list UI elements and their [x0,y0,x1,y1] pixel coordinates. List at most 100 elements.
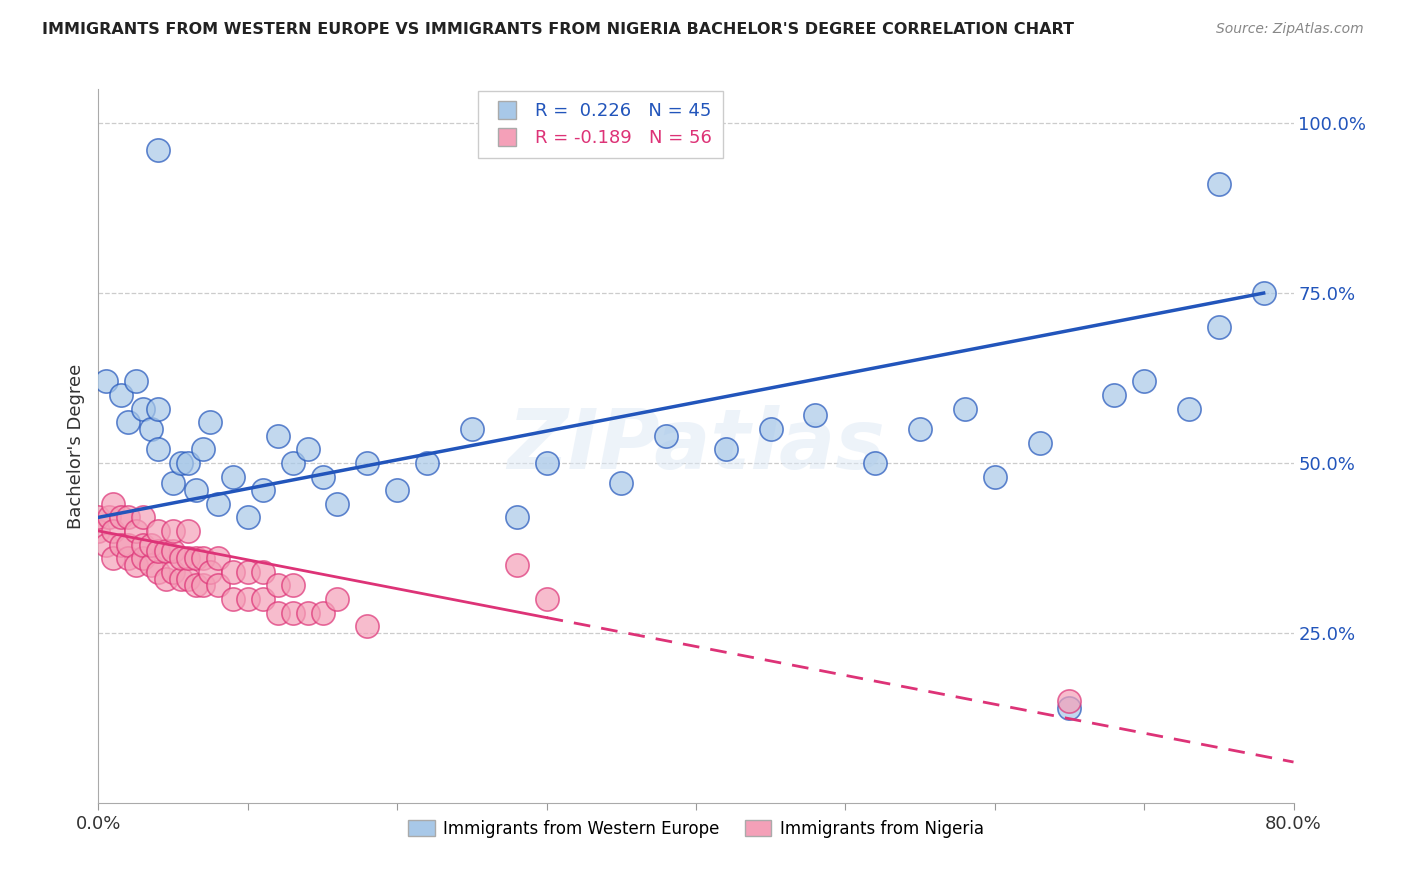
Point [1253,286,1275,301]
Point [1133,375,1156,389]
Point [536,456,558,470]
Point [908,422,931,436]
Point [297,606,319,620]
Point [117,551,139,566]
Point [200,415,222,429]
Point [148,565,170,579]
Y-axis label: Bachelor's Degree: Bachelor's Degree [66,363,84,529]
Point [110,510,132,524]
Point [536,591,558,606]
Point [132,510,155,524]
Point [326,591,349,606]
Point [177,572,200,586]
Point [1104,388,1126,402]
Point [162,565,184,579]
Point [132,537,155,551]
Text: Source: ZipAtlas.com: Source: ZipAtlas.com [1216,22,1364,37]
Point [148,401,170,416]
Point [1059,700,1081,714]
Point [169,456,191,470]
Point [1208,320,1230,334]
Point [87,524,110,538]
Point [184,578,207,592]
Point [252,565,274,579]
Point [148,544,170,558]
Point [148,524,170,538]
Point [139,537,162,551]
Point [177,456,200,470]
Point [162,524,184,538]
Point [155,544,177,558]
Point [281,456,304,470]
Point [222,565,245,579]
Point [311,469,333,483]
Point [155,572,177,586]
Point [177,551,200,566]
Point [236,510,259,524]
Point [461,422,484,436]
Point [132,401,155,416]
Point [236,591,259,606]
Point [117,537,139,551]
Point [865,456,887,470]
Point [184,483,207,498]
Point [162,476,184,491]
Point [97,510,120,524]
Point [177,524,200,538]
Point [162,544,184,558]
Point [125,558,148,572]
Point [117,510,139,524]
Point [139,558,162,572]
Point [207,497,229,511]
Point [953,401,976,416]
Point [94,537,117,551]
Point [311,606,333,620]
Text: ZIPatlas: ZIPatlas [508,406,884,486]
Point [169,551,191,566]
Point [1178,401,1201,416]
Point [804,409,827,423]
Point [297,442,319,457]
Point [207,551,229,566]
Point [191,442,214,457]
Point [1028,435,1050,450]
Point [267,578,290,592]
Point [385,483,409,498]
Point [125,524,148,538]
Point [87,510,110,524]
Legend: Immigrants from Western Europe, Immigrants from Nigeria: Immigrants from Western Europe, Immigran… [402,814,990,845]
Point [169,572,191,586]
Point [94,375,117,389]
Point [103,497,125,511]
Point [110,388,132,402]
Point [207,578,229,592]
Point [132,551,155,566]
Point [191,551,214,566]
Point [267,606,290,620]
Point [356,456,378,470]
Point [984,469,1007,483]
Point [714,442,737,457]
Point [222,469,245,483]
Point [148,442,170,457]
Point [117,415,139,429]
Point [759,422,782,436]
Point [326,497,349,511]
Point [184,551,207,566]
Text: IMMIGRANTS FROM WESTERN EUROPE VS IMMIGRANTS FROM NIGERIA BACHELOR'S DEGREE CORR: IMMIGRANTS FROM WESTERN EUROPE VS IMMIGR… [42,22,1074,37]
Point [655,429,678,443]
Point [610,476,633,491]
Point [416,456,439,470]
Point [506,510,529,524]
Point [110,537,132,551]
Point [222,591,245,606]
Point [200,565,222,579]
Point [191,578,214,592]
Point [267,429,290,443]
Point [356,619,378,633]
Point [103,524,125,538]
Point [281,578,304,592]
Point [236,565,259,579]
Point [139,422,162,436]
Point [1208,178,1230,192]
